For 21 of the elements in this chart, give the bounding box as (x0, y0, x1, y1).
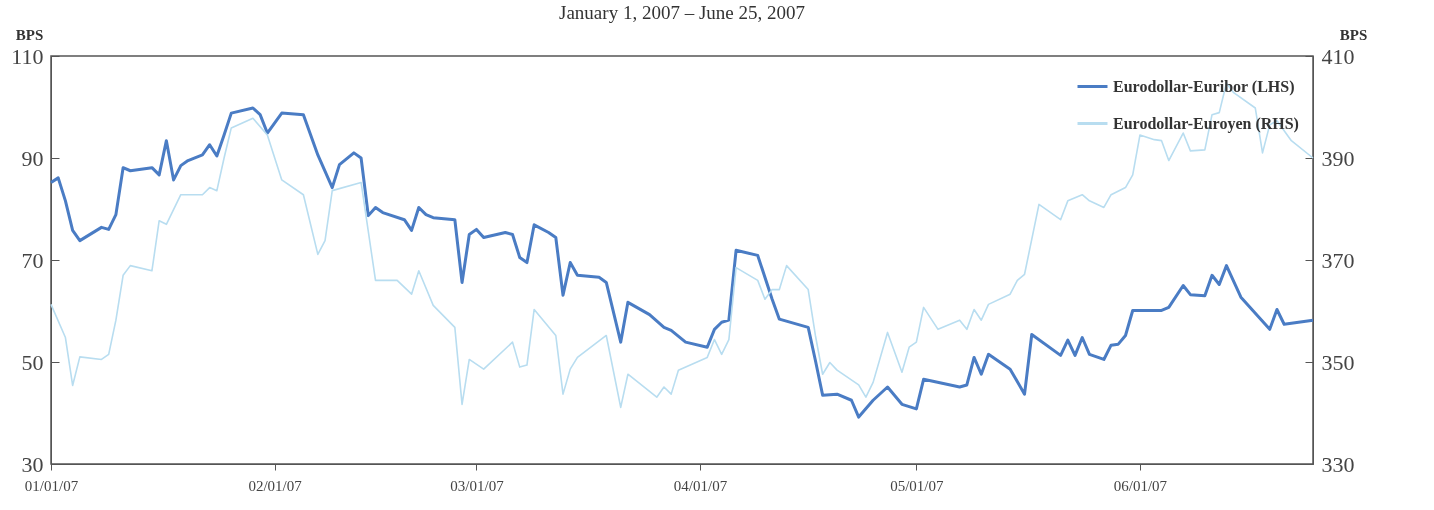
x-tick-label: 06/01/07 (1113, 477, 1168, 494)
y-tick-label: 50 (21, 349, 44, 375)
x-tick-label: 01/01/07 (24, 477, 79, 494)
x-tick-label: 05/01/07 (890, 477, 945, 494)
y2-tick-label: 330 (1321, 451, 1355, 477)
y2-tick-label: 370 (1321, 247, 1355, 273)
y-tick-label: 70 (21, 247, 44, 273)
chart-title: January 1, 2007 – June 25, 2007 (559, 2, 805, 23)
y2-tick-label: 390 (1321, 145, 1355, 171)
x-tick-label: 04/01/07 (673, 477, 728, 494)
y-axis-title: BPS (15, 26, 44, 43)
y-tick-label: 30 (21, 451, 44, 477)
y-tick-label: 90 (21, 145, 44, 171)
legend-label: Eurodollar-Euribor (LHS) (1113, 77, 1295, 96)
y2-tick-label: 350 (1321, 349, 1355, 375)
y2-axis-title: BPS (1339, 26, 1368, 43)
y2-tick-label: 410 (1321, 43, 1355, 69)
x-tick-label: 03/01/07 (450, 477, 505, 494)
legend-label: Eurodollar-Euroyen (RHS) (1113, 114, 1299, 133)
y-tick-label: 110 (11, 43, 44, 69)
x-tick-label: 02/01/07 (248, 477, 303, 494)
